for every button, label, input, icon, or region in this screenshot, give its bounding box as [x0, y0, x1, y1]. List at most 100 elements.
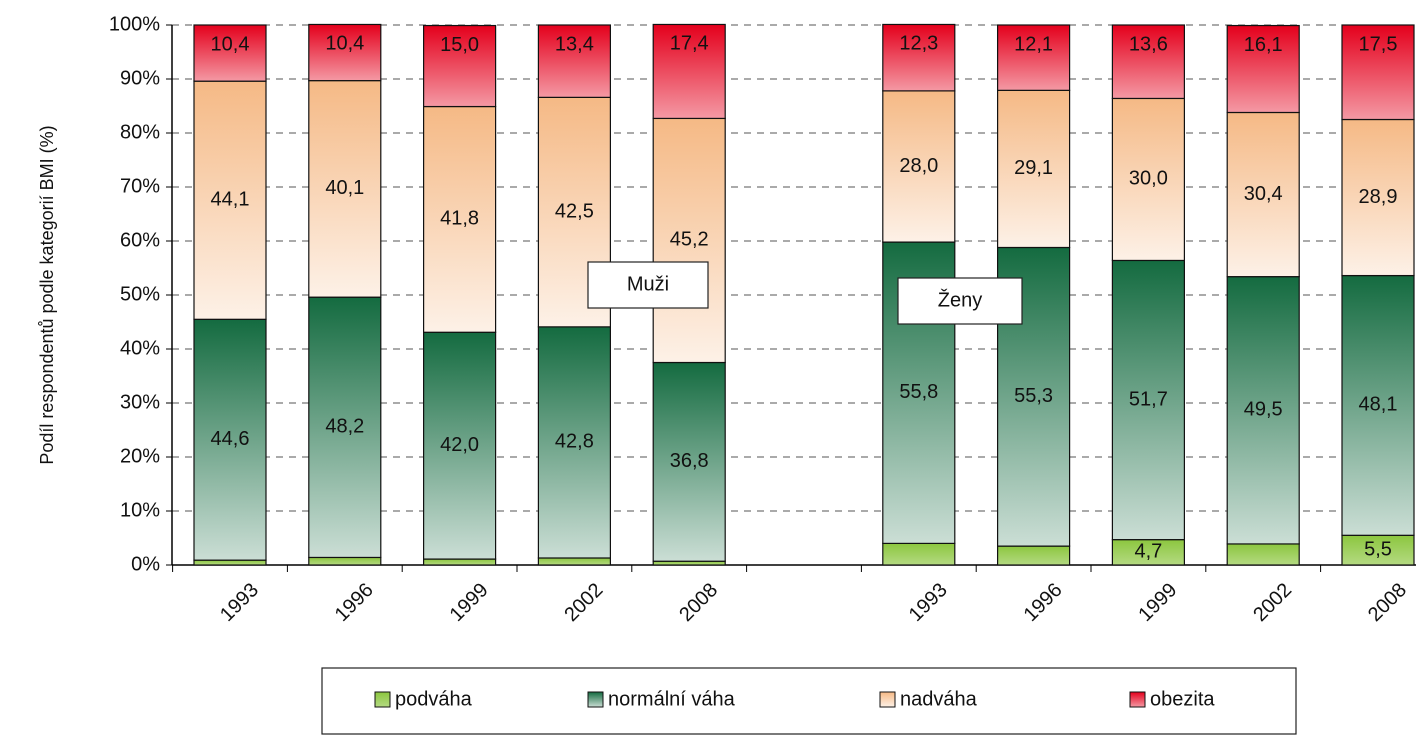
- data-label: 12,3: [899, 33, 938, 55]
- legend-label: podváha: [395, 688, 473, 710]
- data-label: 5,5: [1364, 538, 1392, 560]
- bar-segment: [423, 105, 497, 333]
- x-tick-label: 1993: [216, 579, 263, 626]
- bar-segment: [882, 542, 956, 566]
- y-tick-label: 100%: [109, 13, 160, 35]
- bar-segment: [1226, 111, 1300, 278]
- data-label: 4,7: [1134, 541, 1162, 563]
- data-label: 30,0: [1129, 168, 1168, 190]
- data-label: 13,6: [1129, 33, 1168, 55]
- bar-segment: [308, 556, 382, 566]
- data-label: 28,9: [1359, 186, 1398, 208]
- data-label: 42,0: [440, 434, 479, 456]
- data-label: 45,2: [670, 229, 709, 251]
- y-tick-label: 90%: [120, 67, 160, 89]
- x-tick-label: 1993: [905, 579, 952, 626]
- bar-segment: [537, 326, 612, 559]
- bar-segment: [1226, 276, 1300, 545]
- data-label: 55,8: [899, 381, 938, 403]
- bar-segment: [423, 558, 497, 566]
- y-tick-label: 0%: [131, 553, 160, 575]
- bar-segment: [652, 361, 726, 562]
- bar-segment: [1341, 118, 1415, 277]
- y-tick-label: 60%: [120, 229, 160, 251]
- x-tick-label: 2008: [675, 579, 722, 626]
- data-label: 48,1: [1359, 394, 1398, 416]
- data-label: 49,5: [1244, 399, 1283, 421]
- bar-segment: [652, 23, 726, 120]
- bar-segment: [1111, 259, 1186, 541]
- x-tick-label: 1996: [331, 579, 378, 626]
- legend-swatch: [879, 691, 896, 708]
- data-label: 29,1: [1014, 157, 1053, 179]
- bar-segment: [996, 545, 1071, 566]
- data-label: 13,4: [555, 33, 594, 55]
- bar-segment: [882, 90, 956, 243]
- bar-segment: [537, 557, 612, 566]
- data-label: 42,8: [555, 431, 594, 453]
- bar-segment: [537, 24, 612, 98]
- bar-segment: [423, 331, 497, 560]
- x-tick-label: 2008: [1364, 579, 1411, 626]
- bar-segment: [308, 296, 382, 559]
- data-label: 44,1: [211, 189, 250, 211]
- data-label: 10,4: [211, 33, 250, 55]
- data-label: 15,0: [440, 34, 479, 56]
- y-tick-label: 70%: [120, 175, 160, 197]
- data-label: 17,4: [670, 33, 709, 55]
- data-label: 41,8: [440, 208, 479, 230]
- data-label: 48,2: [325, 416, 364, 438]
- bar-segment: [1226, 24, 1300, 114]
- bar-segment: [308, 80, 382, 298]
- y-tick-label: 20%: [120, 445, 160, 467]
- bar-segment: [1111, 24, 1186, 100]
- bar-segment: [308, 23, 382, 82]
- x-tick-label: 1996: [1020, 579, 1067, 626]
- data-label: 44,6: [211, 428, 250, 450]
- data-label: 55,3: [1014, 385, 1053, 407]
- bar-segment: [423, 24, 497, 108]
- y-tick-label: 10%: [120, 499, 160, 521]
- y-tick-label: 40%: [120, 337, 160, 359]
- bar-segment: [193, 80, 267, 320]
- x-tick-label: 2002: [1249, 579, 1296, 626]
- data-label: 51,7: [1129, 388, 1168, 410]
- bar-segment: [996, 24, 1071, 91]
- bar-segment: [193, 559, 267, 566]
- bar-segment: [1341, 534, 1415, 566]
- bar-segment: [652, 117, 726, 364]
- data-label: 17,5: [1359, 33, 1398, 55]
- legend-swatch: [374, 691, 391, 708]
- y-tick-label: 80%: [120, 121, 160, 143]
- legend-label: obezita: [1150, 688, 1215, 710]
- annotation-box: [897, 277, 1023, 325]
- data-label: 30,4: [1244, 183, 1283, 205]
- data-label: 16,1: [1244, 34, 1283, 56]
- annotation: Muži: [627, 273, 669, 295]
- x-tick-label: 2002: [560, 579, 607, 626]
- legend-label: normální váha: [608, 688, 736, 710]
- y-tick-label: 30%: [120, 391, 160, 413]
- data-label: 10,4: [325, 33, 364, 55]
- data-label: 36,8: [670, 450, 709, 472]
- bar-segment: [1111, 539, 1186, 566]
- y-axis-label: Podíl respondentů podle kategorií BMI (%…: [37, 125, 57, 464]
- data-label: 12,1: [1014, 33, 1053, 55]
- bar-segment: [193, 24, 267, 82]
- bar-segment: [882, 23, 956, 92]
- annotation-box: [587, 261, 709, 309]
- x-tick-label: 1999: [1134, 579, 1181, 626]
- legend-swatch: [1129, 691, 1146, 708]
- bar-segment: [193, 318, 267, 561]
- y-tick-label: 50%: [120, 283, 160, 305]
- x-tick-label: 1999: [446, 579, 493, 626]
- legend-swatch: [587, 691, 604, 708]
- legend-label: nadváha: [900, 688, 978, 710]
- bar-segment: [1341, 24, 1415, 121]
- data-label: 42,5: [555, 200, 594, 222]
- data-label: 40,1: [325, 177, 364, 199]
- bar-segment: [1226, 543, 1300, 566]
- annotation: Ženy: [938, 288, 982, 311]
- data-label: 28,0: [899, 155, 938, 177]
